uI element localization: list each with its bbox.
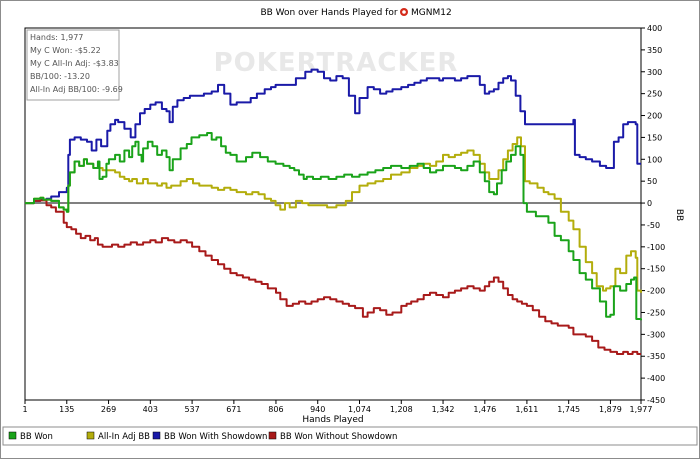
x-tick-label: 1,476 [473,405,496,414]
legend-label: BB Won Without Showdown [280,432,397,442]
y-axis: -450 -400 -350 -300 -250 -200 -150 -100 -50 0 50 10… [641,24,665,405]
y-tick-label: 150 [647,133,662,142]
stats-box: Hands: 1,977 My C Won: -$5.22 My C All-In … [26,29,123,101]
x-tick-label: 671 [226,405,241,414]
x-tick-label: 269 [101,405,116,414]
x-tick-label: 1,208 [390,405,413,414]
y-tick-label: 350 [647,46,662,55]
series-line-bb-won-with-showdown [25,68,641,205]
x-tick-label: 1,879 [599,405,622,414]
series-line-bb-won-without-showdown [25,199,641,355]
x-axis-label: Hands Played [302,415,363,425]
x-tick-label: 403 [143,405,158,414]
y-tick-label: -150 [647,265,665,274]
legend-label: BB Won With Showdown [164,432,267,442]
stats-line: All-In Adj BB/100: -9.69 [30,85,123,94]
legend-swatch [152,431,161,440]
y-tick-label: -200 [647,287,665,296]
y-tick-label: 100 [647,155,662,164]
y-tick-label: 0 [647,199,652,208]
y-tick-label: -100 [647,243,665,252]
x-tick-label: 1,745 [557,405,580,414]
legend: BB Won All-In Adj BB BB Won With Showdown B… [2,426,698,446]
y-tick-label: -400 [647,374,665,383]
x-tick-label: 940 [310,405,325,414]
chart-title: BB Won over Hands Played for [260,8,397,18]
y-tick-label: 400 [647,24,662,33]
x-tick-label: 1,977 [630,405,653,414]
legend-swatch [268,431,277,440]
stats-line: Hands: 1,977 [30,33,83,42]
y-tick-label: -300 [647,330,665,339]
stats-line: My C All-In Adj: -$3.83 [30,59,119,68]
y-tick-label: -450 [647,396,665,405]
x-tick-label: 806 [268,405,283,414]
y-tick-label: 50 [647,177,657,186]
legend-label: BB Won [20,432,53,442]
series-layer [25,68,642,355]
x-axis: 1 135 269 403 537 671 806 940 1,074 1,208 1,342 1,4… [22,400,652,414]
player-icon [400,8,408,16]
x-tick-label: 135 [59,405,74,414]
legend-label: All-In Adj BB [98,432,150,442]
x-tick-label: 537 [184,405,199,414]
stats-line: BB/100: -13.20 [30,72,90,81]
y-tick-label: -250 [647,308,665,317]
y-tick-label: -350 [647,352,665,361]
y-axis-label: BB [674,209,684,221]
plot-area [24,27,642,401]
stats-line: My C Won: -$5.22 [30,46,101,55]
y-tick-label: -50 [647,221,660,230]
legend-swatch [86,431,95,440]
y-tick-label: 200 [647,112,662,121]
x-tick-label: 1,342 [432,405,455,414]
x-tick-label: 1 [22,405,27,414]
player-name: MGNM12 [411,8,452,18]
series-line-bb-won [25,132,642,321]
x-tick-label: 1,611 [515,405,538,414]
pokertracker-watermark: POKERTRACKER [214,48,459,78]
legend-swatch [8,431,17,440]
y-tick-label: 250 [647,90,662,99]
series-line-all-in-adj-bb [25,136,642,293]
y-tick-label: 300 [647,68,662,77]
x-tick-label: 1,074 [348,405,371,414]
